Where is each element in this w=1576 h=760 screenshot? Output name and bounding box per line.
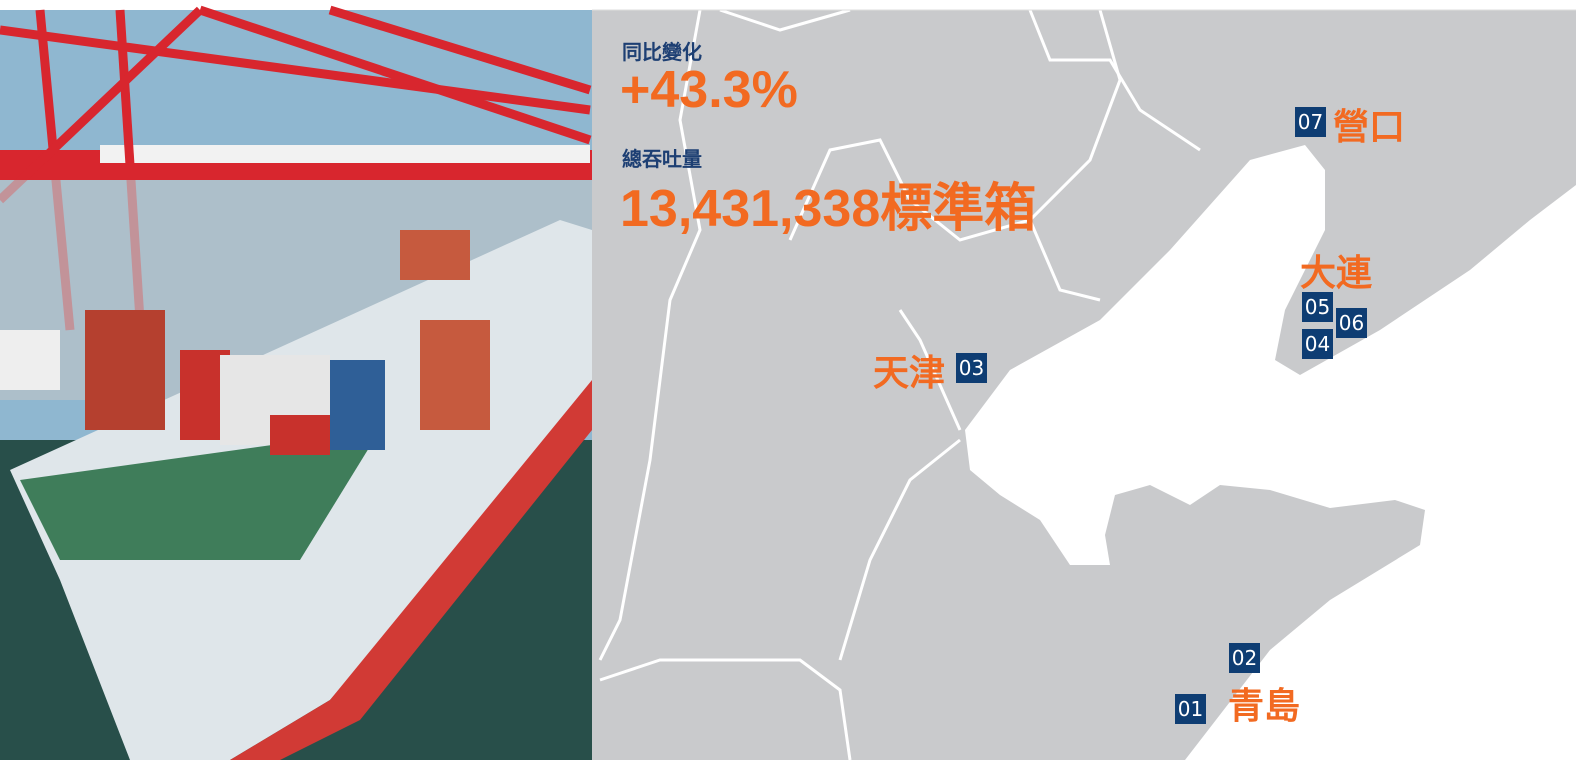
- port-name: 天津: [873, 344, 945, 396]
- port-badge: 05: [1302, 292, 1333, 322]
- port-badge: 01: [1175, 694, 1206, 724]
- port-badge: 06: [1336, 308, 1367, 338]
- stat-value: +43.3%: [620, 60, 798, 120]
- port-name: 青島: [1228, 677, 1300, 729]
- port-badge: 03: [956, 353, 987, 383]
- page: 同比變化 +43.3% 總吞吐量 13,431,338標準箱 07 營口 大連 …: [0, 0, 1576, 760]
- port-name: 營口: [1333, 98, 1405, 150]
- crane-beam: [100, 145, 590, 163]
- port-name: 大連: [1300, 244, 1372, 296]
- port-badge: 04: [1302, 329, 1333, 359]
- port-badge: 07: [1295, 107, 1326, 137]
- port-badge: 02: [1229, 643, 1260, 673]
- stat-value: 13,431,338標準箱: [620, 166, 1036, 241]
